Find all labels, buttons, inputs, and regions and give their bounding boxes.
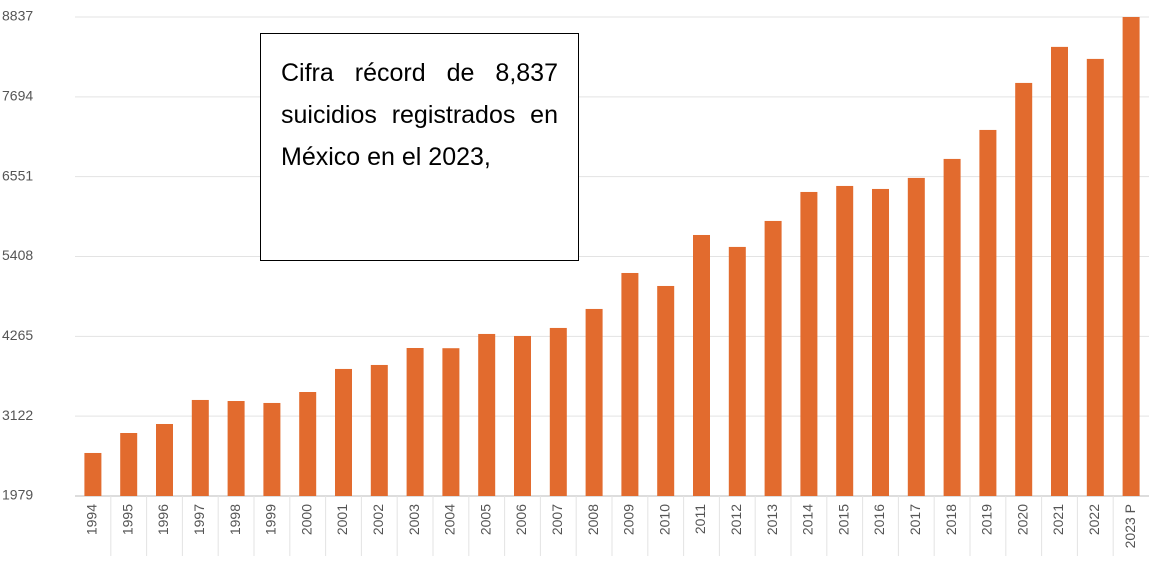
bar bbox=[299, 392, 317, 496]
x-tick-label: 2011 bbox=[692, 504, 708, 534]
bar bbox=[84, 452, 102, 496]
x-tick-label: 2015 bbox=[835, 504, 851, 535]
bar bbox=[227, 401, 245, 496]
y-tick-label: 4265 bbox=[2, 327, 33, 343]
x-tick-label: 2008 bbox=[585, 504, 601, 535]
x-tick-label: 2003 bbox=[406, 504, 422, 535]
bar bbox=[907, 177, 925, 496]
bar bbox=[263, 402, 281, 496]
bar bbox=[693, 234, 710, 496]
y-tick-label: 7694 bbox=[2, 88, 33, 104]
bar bbox=[478, 333, 496, 496]
x-tick-label: 2006 bbox=[513, 504, 529, 535]
x-tick-label: 1997 bbox=[191, 504, 207, 535]
x-tick-label: 2010 bbox=[656, 504, 672, 535]
bar bbox=[1015, 82, 1033, 497]
bar bbox=[836, 185, 854, 496]
x-tick-label: 2014 bbox=[800, 504, 816, 535]
x-tick-label: 2016 bbox=[871, 504, 887, 535]
x-tick-label: 2021 bbox=[1050, 504, 1066, 535]
x-tick-label: 2001 bbox=[334, 504, 350, 535]
x-tick-label: 1994 bbox=[84, 504, 100, 535]
bar bbox=[335, 368, 352, 496]
x-tick-label: 2018 bbox=[943, 504, 959, 535]
x-tick-label: 1995 bbox=[119, 504, 135, 535]
bar bbox=[120, 432, 138, 496]
x-tick-label: 2012 bbox=[728, 504, 744, 535]
x-tick-label: 2002 bbox=[370, 504, 386, 535]
bar bbox=[585, 308, 603, 496]
bar bbox=[979, 129, 997, 496]
y-tick-label: 6551 bbox=[2, 167, 33, 183]
bar bbox=[514, 335, 531, 496]
bar bbox=[872, 188, 889, 496]
bar bbox=[370, 364, 388, 496]
x-tick-label: 2023 P bbox=[1122, 504, 1138, 548]
x-tick-label: 2013 bbox=[764, 504, 780, 535]
x-tick-label: 2000 bbox=[298, 504, 314, 535]
x-tick-label: 2007 bbox=[549, 504, 565, 535]
bar bbox=[728, 246, 746, 496]
bar bbox=[406, 347, 424, 496]
bar bbox=[1122, 17, 1140, 496]
bar bbox=[549, 327, 567, 496]
x-tick-label: 2009 bbox=[621, 504, 637, 535]
x-tick-label: 1998 bbox=[227, 504, 243, 535]
x-tick-label: 1996 bbox=[155, 504, 171, 535]
y-tick-label: 5408 bbox=[2, 247, 33, 263]
bar bbox=[764, 220, 782, 496]
y-tick-label: 3122 bbox=[2, 407, 33, 423]
bar bbox=[621, 272, 639, 496]
x-tick-label: 2005 bbox=[477, 504, 493, 535]
bar bbox=[800, 191, 818, 496]
bar bbox=[191, 399, 209, 496]
y-tick-label: 8837 bbox=[2, 8, 33, 24]
bar bbox=[1086, 58, 1104, 497]
x-tick-label: 2004 bbox=[442, 504, 458, 535]
x-tick-label: 2019 bbox=[979, 504, 995, 535]
bar bbox=[442, 348, 460, 496]
x-tick-label: 2017 bbox=[907, 504, 923, 535]
bar bbox=[1051, 46, 1068, 496]
bar bbox=[657, 285, 675, 496]
y-tick-label: 1979 bbox=[2, 487, 33, 503]
x-tick-label: 2022 bbox=[1086, 504, 1102, 535]
x-tick-label: 2020 bbox=[1014, 504, 1030, 535]
annotation: Cifra récord de 8,837 suicidios registra… bbox=[260, 33, 579, 261]
bar bbox=[943, 158, 961, 497]
bar bbox=[156, 423, 173, 496]
x-tick-label: 1999 bbox=[263, 504, 279, 535]
